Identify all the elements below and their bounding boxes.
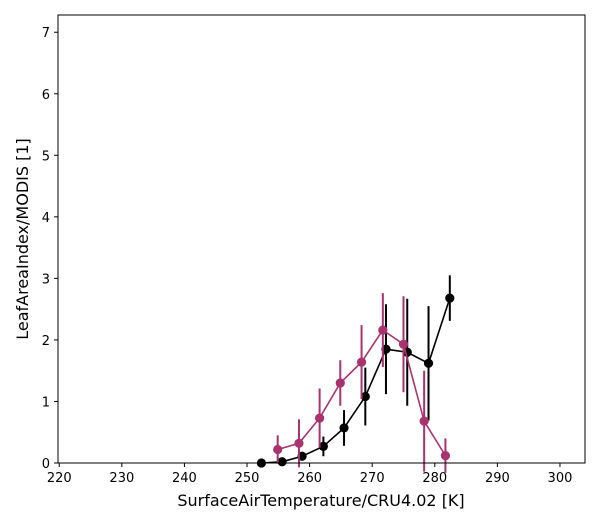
x-tick-label: 220: [47, 471, 72, 486]
x-tick-label: 230: [109, 471, 134, 486]
y-tick-label: 3: [42, 272, 50, 287]
data-point: [440, 451, 451, 461]
plot-frame: [57, 14, 586, 464]
data-point: [445, 293, 455, 303]
x-tick-label: 250: [235, 471, 260, 486]
x-tick-label: 270: [360, 471, 385, 486]
y-tick-label: 2: [42, 334, 50, 349]
y-tick-label: 6: [42, 88, 50, 103]
data-point: [294, 438, 304, 448]
x-tick-label: 300: [548, 471, 573, 486]
y-tick-label: 4: [42, 211, 50, 226]
x-tick-label: 290: [485, 471, 510, 486]
data-point: [339, 423, 349, 433]
data-point: [423, 358, 434, 368]
y-axis-label: LeafAreaIndex/MODIS [1]: [13, 138, 32, 340]
data-point: [273, 444, 283, 455]
data-point: [335, 378, 345, 388]
data-point: [398, 339, 409, 349]
plot-area: 220 230 240 250 260 270 280 290 300 0 1 2 3 4 5 6 7: [42, 14, 586, 486]
data-point: [318, 441, 328, 451]
x-tick-label: 260: [297, 471, 322, 486]
data-point: [277, 457, 287, 467]
y-tick-label: 0: [42, 457, 50, 472]
data-point: [378, 325, 388, 335]
series-line-1: [261, 297, 451, 464]
data-point: [360, 391, 370, 402]
y-tick-label: 1: [42, 395, 50, 410]
x-tick-label: 240: [172, 471, 197, 486]
x-tick-label: 280: [422, 471, 447, 486]
y-tick-label: 5: [42, 149, 50, 164]
y-tick-label: 7: [42, 26, 50, 41]
data-point: [419, 416, 429, 426]
x-axis-label: SurfaceAirTemperature/CRU4.02 [K]: [177, 491, 464, 510]
data-point: [315, 413, 325, 423]
data-point: [356, 357, 367, 367]
